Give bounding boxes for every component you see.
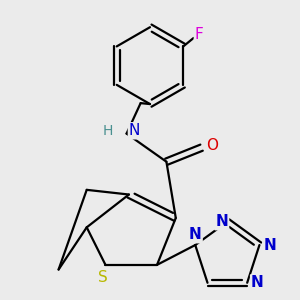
Text: N: N bbox=[189, 227, 202, 242]
Text: N: N bbox=[251, 275, 264, 290]
Text: H: H bbox=[103, 124, 113, 138]
Text: O: O bbox=[206, 138, 218, 153]
Text: F: F bbox=[195, 27, 204, 42]
Text: N: N bbox=[215, 214, 228, 229]
Text: S: S bbox=[98, 271, 108, 286]
Text: N: N bbox=[263, 238, 276, 253]
Text: N: N bbox=[129, 123, 140, 138]
